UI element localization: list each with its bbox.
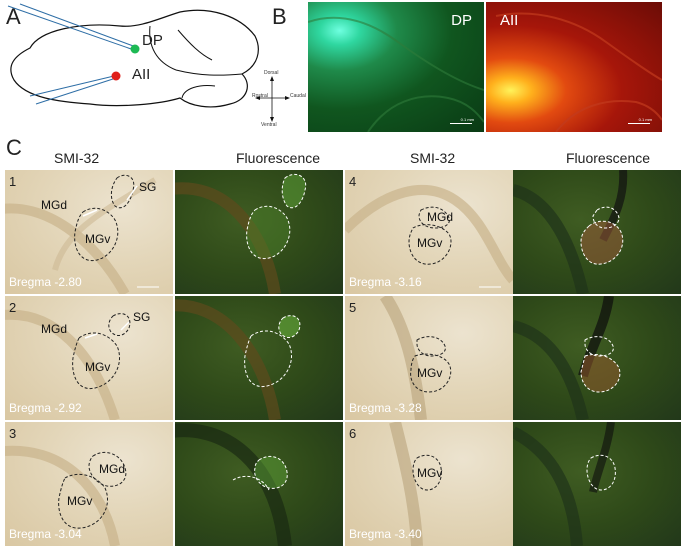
mgd-label: MGd	[41, 322, 68, 336]
panel-letter-b: B	[272, 4, 287, 29]
injection-track	[19, 3, 137, 48]
panel-letter-a: A	[6, 4, 21, 29]
smi32-section-3: 3 MGd MGv Bregma -3.04	[5, 422, 173, 546]
injection-track	[29, 75, 115, 97]
fluorescence-section-2	[175, 296, 343, 420]
ventral-label: Ventral	[261, 122, 277, 128]
bregma-label: Bregma -3.16	[349, 275, 422, 289]
injection-track	[35, 77, 117, 105]
bregma-label: Bregma -3.28	[349, 401, 422, 415]
bregma-label: Bregma -3.04	[9, 527, 82, 541]
smi32-section-2: 2 MGd MGv SG Bregma -2.92	[5, 296, 173, 420]
brain-schematic	[7, 3, 259, 108]
section-number: 1	[9, 174, 17, 189]
smi32-section-5: 5 MGv Bregma -3.28	[345, 296, 513, 420]
bregma-label: Bregma -3.40	[349, 527, 422, 541]
dorsal-label: Dorsal	[264, 70, 279, 76]
bregma-label: Bregma -2.80	[9, 275, 82, 289]
smi32-section-4: 4 MGd MGv Bregma -3.16	[345, 170, 513, 294]
section-number: 4	[349, 174, 357, 189]
scale-bar-text: 0.1 mm	[638, 117, 652, 122]
bregma-label: Bregma -2.92	[9, 401, 82, 415]
aii-injection-site	[111, 71, 121, 81]
aii-label: AII	[132, 66, 151, 83]
fluorescence-section-4	[513, 170, 681, 294]
column-header-smi32-right: SMI-32	[410, 150, 456, 166]
sg-label: SG	[139, 180, 157, 194]
aii-micrograph: AII 0.1 mm	[486, 2, 662, 132]
orientation-compass	[255, 76, 290, 122]
section-number: 5	[349, 300, 357, 315]
fluorescence-section-5	[513, 296, 681, 420]
section-number: 6	[349, 426, 357, 441]
mgv-label: MGv	[85, 232, 111, 246]
mgv-label: MGv	[417, 466, 443, 480]
scale-bar	[450, 123, 472, 124]
fluorescence-section-1	[175, 170, 343, 294]
scale-bar	[628, 123, 650, 124]
dp-micrograph: DP 0.1 mm	[308, 2, 484, 132]
fluorescence-section-3	[175, 422, 343, 546]
section-number: 2	[9, 300, 17, 315]
mgv-label: MGv	[417, 366, 443, 380]
dp-micrograph-label: DP	[451, 12, 472, 29]
column-header-smi32-left: SMI-32	[54, 150, 100, 166]
column-header-fluorescence-right: Fluorescence	[566, 150, 651, 166]
column-header-fluorescence-left: Fluorescence	[236, 150, 321, 166]
mgv-label: MGv	[85, 360, 111, 374]
dp-label: DP	[142, 32, 163, 49]
scale-bar-text: 0.1 mm	[460, 117, 474, 122]
mgd-label: MGd	[41, 198, 68, 212]
smi32-section-6: 6 MGv Bregma -3.40	[345, 422, 513, 546]
injection-track	[7, 5, 135, 51]
sg-label: SG	[133, 310, 151, 324]
dp-injection-site	[130, 44, 140, 54]
mgd-label: MGd	[427, 210, 454, 224]
caudal-label: Caudal	[290, 93, 306, 99]
aii-micrograph-label: AII	[500, 12, 519, 29]
rostral-label: Rostral	[252, 93, 268, 99]
mgd-label: MGd	[99, 462, 126, 476]
section-number: 3	[9, 426, 17, 441]
smi32-section-1: 1 MGd MGv SG Bregma -2.80	[5, 170, 173, 294]
fluorescence-section-6	[513, 422, 681, 546]
mgv-label: MGv	[417, 236, 443, 250]
panel-letter-c: C	[6, 135, 22, 160]
mgv-label: MGv	[67, 494, 93, 508]
